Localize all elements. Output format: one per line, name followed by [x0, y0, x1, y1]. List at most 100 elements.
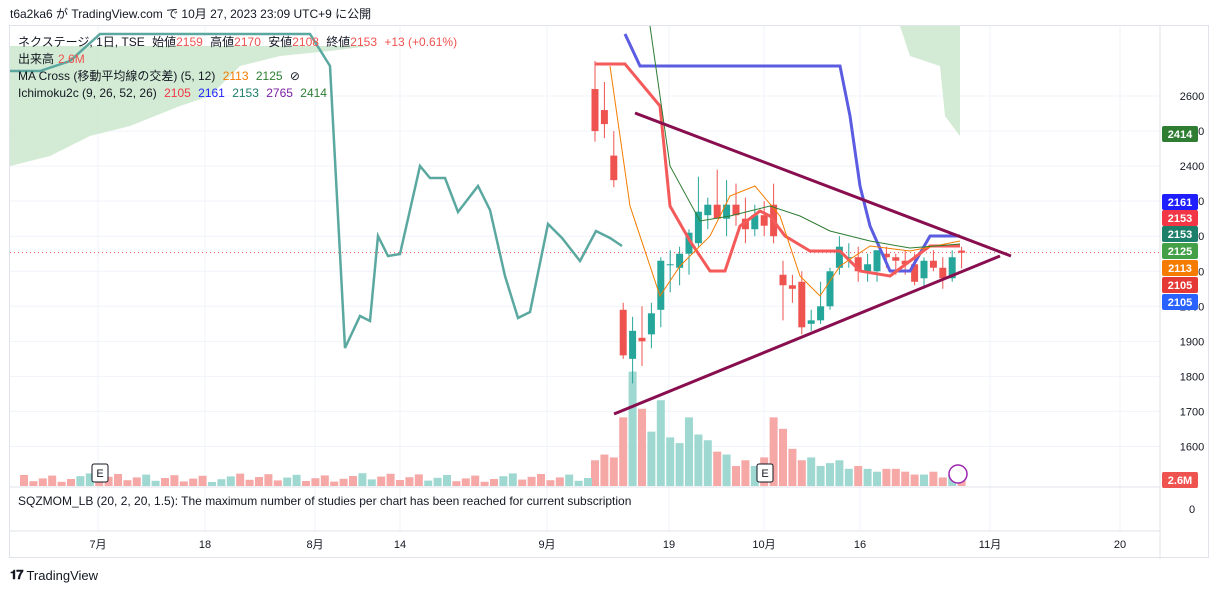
chikou-line-path — [10, 32, 623, 349]
volume-bar — [330, 481, 339, 486]
price-badge: 2105 — [1162, 294, 1198, 310]
volume-bars — [20, 371, 966, 486]
volume-bar — [647, 431, 656, 486]
candle-body — [704, 204, 712, 216]
hidden-icon[interactable]: ⊘ — [289, 69, 300, 83]
time-tick-label: 19 — [663, 539, 675, 551]
volume-zero-label: 0 — [1189, 504, 1195, 516]
candle-body — [920, 260, 928, 279]
candle-body — [638, 337, 646, 342]
volume-bar — [694, 434, 703, 486]
price-badge: 2153 — [1162, 226, 1198, 242]
volume-bar — [29, 481, 38, 486]
volume-bar — [208, 482, 216, 486]
candle — [694, 176, 702, 247]
volume-bar — [675, 443, 684, 486]
candle — [779, 260, 787, 321]
volume-bar — [619, 417, 628, 486]
tv-logo-text: TradingView — [26, 567, 99, 583]
volume-bar — [443, 475, 451, 486]
volume-bar — [816, 465, 825, 486]
volume-bar — [826, 463, 834, 486]
volume-bar — [339, 478, 348, 486]
volume-bar — [537, 474, 545, 486]
ichimoku-label[interactable]: Ichimoku2c (9, 26, 52, 26) — [18, 86, 157, 100]
volume-bar — [358, 473, 367, 486]
ma-label[interactable]: MA Cross (移動平均線の交差) (5, 12) — [18, 69, 216, 83]
candle — [873, 250, 881, 282]
candle-body — [694, 211, 702, 244]
time-tick-label: 16 — [854, 539, 866, 551]
ma-fast-value: 2113 — [222, 69, 249, 83]
volume-bar — [424, 480, 433, 486]
earnings-box — [756, 463, 774, 483]
candle — [864, 253, 872, 282]
volume-bar — [546, 480, 555, 486]
candle-body — [798, 281, 806, 328]
volume-bar — [123, 480, 132, 486]
candle — [629, 316, 637, 384]
volume-bar — [584, 478, 592, 486]
volume-bar — [386, 473, 395, 486]
candle-body — [939, 267, 947, 279]
price-badge: 2105 — [1162, 277, 1198, 293]
candle — [732, 183, 740, 226]
volume-bar — [198, 475, 207, 486]
price-badge-box — [1162, 260, 1198, 276]
volume-bar — [713, 451, 722, 486]
price-badge: 2153 — [1162, 210, 1198, 226]
volume-label[interactable]: 出来高 — [18, 52, 55, 66]
candle-body — [807, 320, 815, 324]
volume-bar — [433, 477, 442, 486]
volume-bar — [151, 480, 160, 486]
tradingview-logo[interactable]: 𝟏𝟕 TradingView — [10, 567, 98, 583]
price-badge-text: 2105 — [1168, 297, 1192, 309]
open-label: 始値 — [152, 35, 177, 49]
candle — [920, 257, 928, 289]
price-badge-text: 2153 — [1168, 229, 1192, 241]
volume-badge: 2.6M — [1162, 472, 1198, 488]
legend-row-ma: MA Cross (移動平均線の交差) (5, 12) 2113 2125 ⊘ — [18, 68, 304, 85]
candle — [657, 257, 665, 328]
legend-row-ichimoku: Ichimoku2c (9, 26, 52, 26) 2105 2161 215… — [18, 85, 331, 102]
earnings-marker: E — [756, 463, 774, 483]
cloud-area-right — [900, 26, 960, 136]
volume-badge-text: 2.6M — [1168, 475, 1192, 487]
price-badge-box — [1162, 126, 1198, 142]
volume-value: 2.6M — [58, 52, 85, 66]
candle — [619, 302, 627, 359]
volume-bar — [600, 454, 609, 486]
candle — [817, 281, 825, 324]
candle-body — [732, 204, 740, 216]
time-tick-label: 20 — [1114, 539, 1126, 551]
price-chart[interactable]: EE 1600170018001900200021002200230024002… — [10, 26, 1210, 559]
volume-bar — [95, 479, 104, 486]
candle — [807, 309, 815, 331]
volume-bar — [882, 468, 891, 486]
volume-bar — [57, 481, 66, 486]
volume-bar — [349, 476, 357, 486]
ma-slow-line — [649, 26, 961, 249]
symbol-label[interactable]: ネクステージ, 1日, TSE — [18, 35, 145, 49]
candle — [770, 183, 778, 244]
volume-bar — [666, 437, 675, 486]
candle-body — [817, 306, 825, 321]
price-badge-box — [1162, 210, 1198, 226]
chart-frame[interactable]: EE 1600170018001900200021002200230024002… — [9, 25, 1210, 559]
candle — [666, 250, 674, 293]
candle-body — [779, 274, 787, 286]
close-value: 2153 — [350, 35, 377, 49]
volume-bar — [255, 477, 263, 486]
volume-bar — [797, 460, 806, 486]
ma-slow-value: 2125 — [255, 69, 283, 83]
volume-bar — [685, 417, 693, 486]
volume-bar — [901, 471, 910, 486]
legend-row-symbol: ネクステージ, 1日, TSE 始値2159 高値2170 安値2108 終値2… — [18, 34, 461, 51]
volume-bar — [20, 475, 28, 486]
volume-bar — [302, 481, 310, 486]
volume-bar — [628, 371, 637, 486]
candle-body — [873, 250, 881, 272]
candle — [826, 267, 834, 310]
volume-bar — [508, 473, 517, 486]
